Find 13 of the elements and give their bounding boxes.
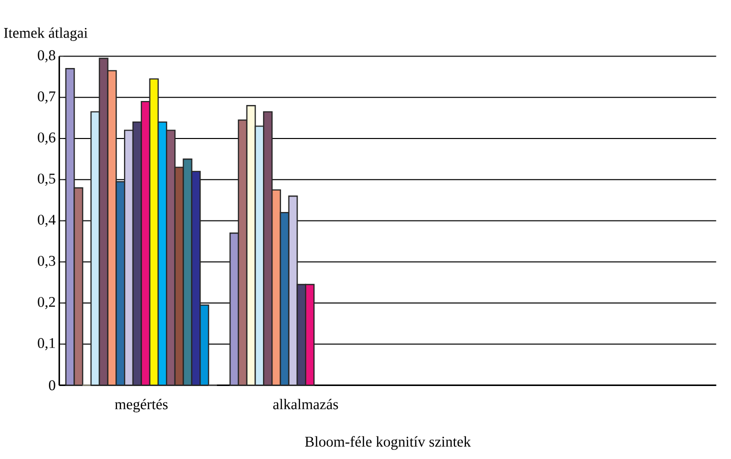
x-tick-label: megértés (114, 398, 168, 412)
y-tick-label: 0,5 (38, 173, 56, 186)
y-tick-label: 0,3 (38, 256, 56, 268)
y-tick-label: 0,4 (38, 214, 56, 227)
y-axis-title: Itemek átlagai (4, 27, 88, 41)
y-tick-label: 0 (48, 380, 56, 390)
y-tick-label: 0,7 (38, 91, 56, 104)
x-axis-title: Bloom-féle kognitív szintek (305, 436, 471, 450)
y-tick-label: 0,8 (38, 50, 56, 62)
y-tick-label: 0,1 (38, 338, 55, 350)
y-tick-label: 0,6 (38, 132, 56, 144)
y-tick-label: 0,2 (38, 296, 55, 309)
x-tick-label: alkalmazás (273, 398, 338, 410)
